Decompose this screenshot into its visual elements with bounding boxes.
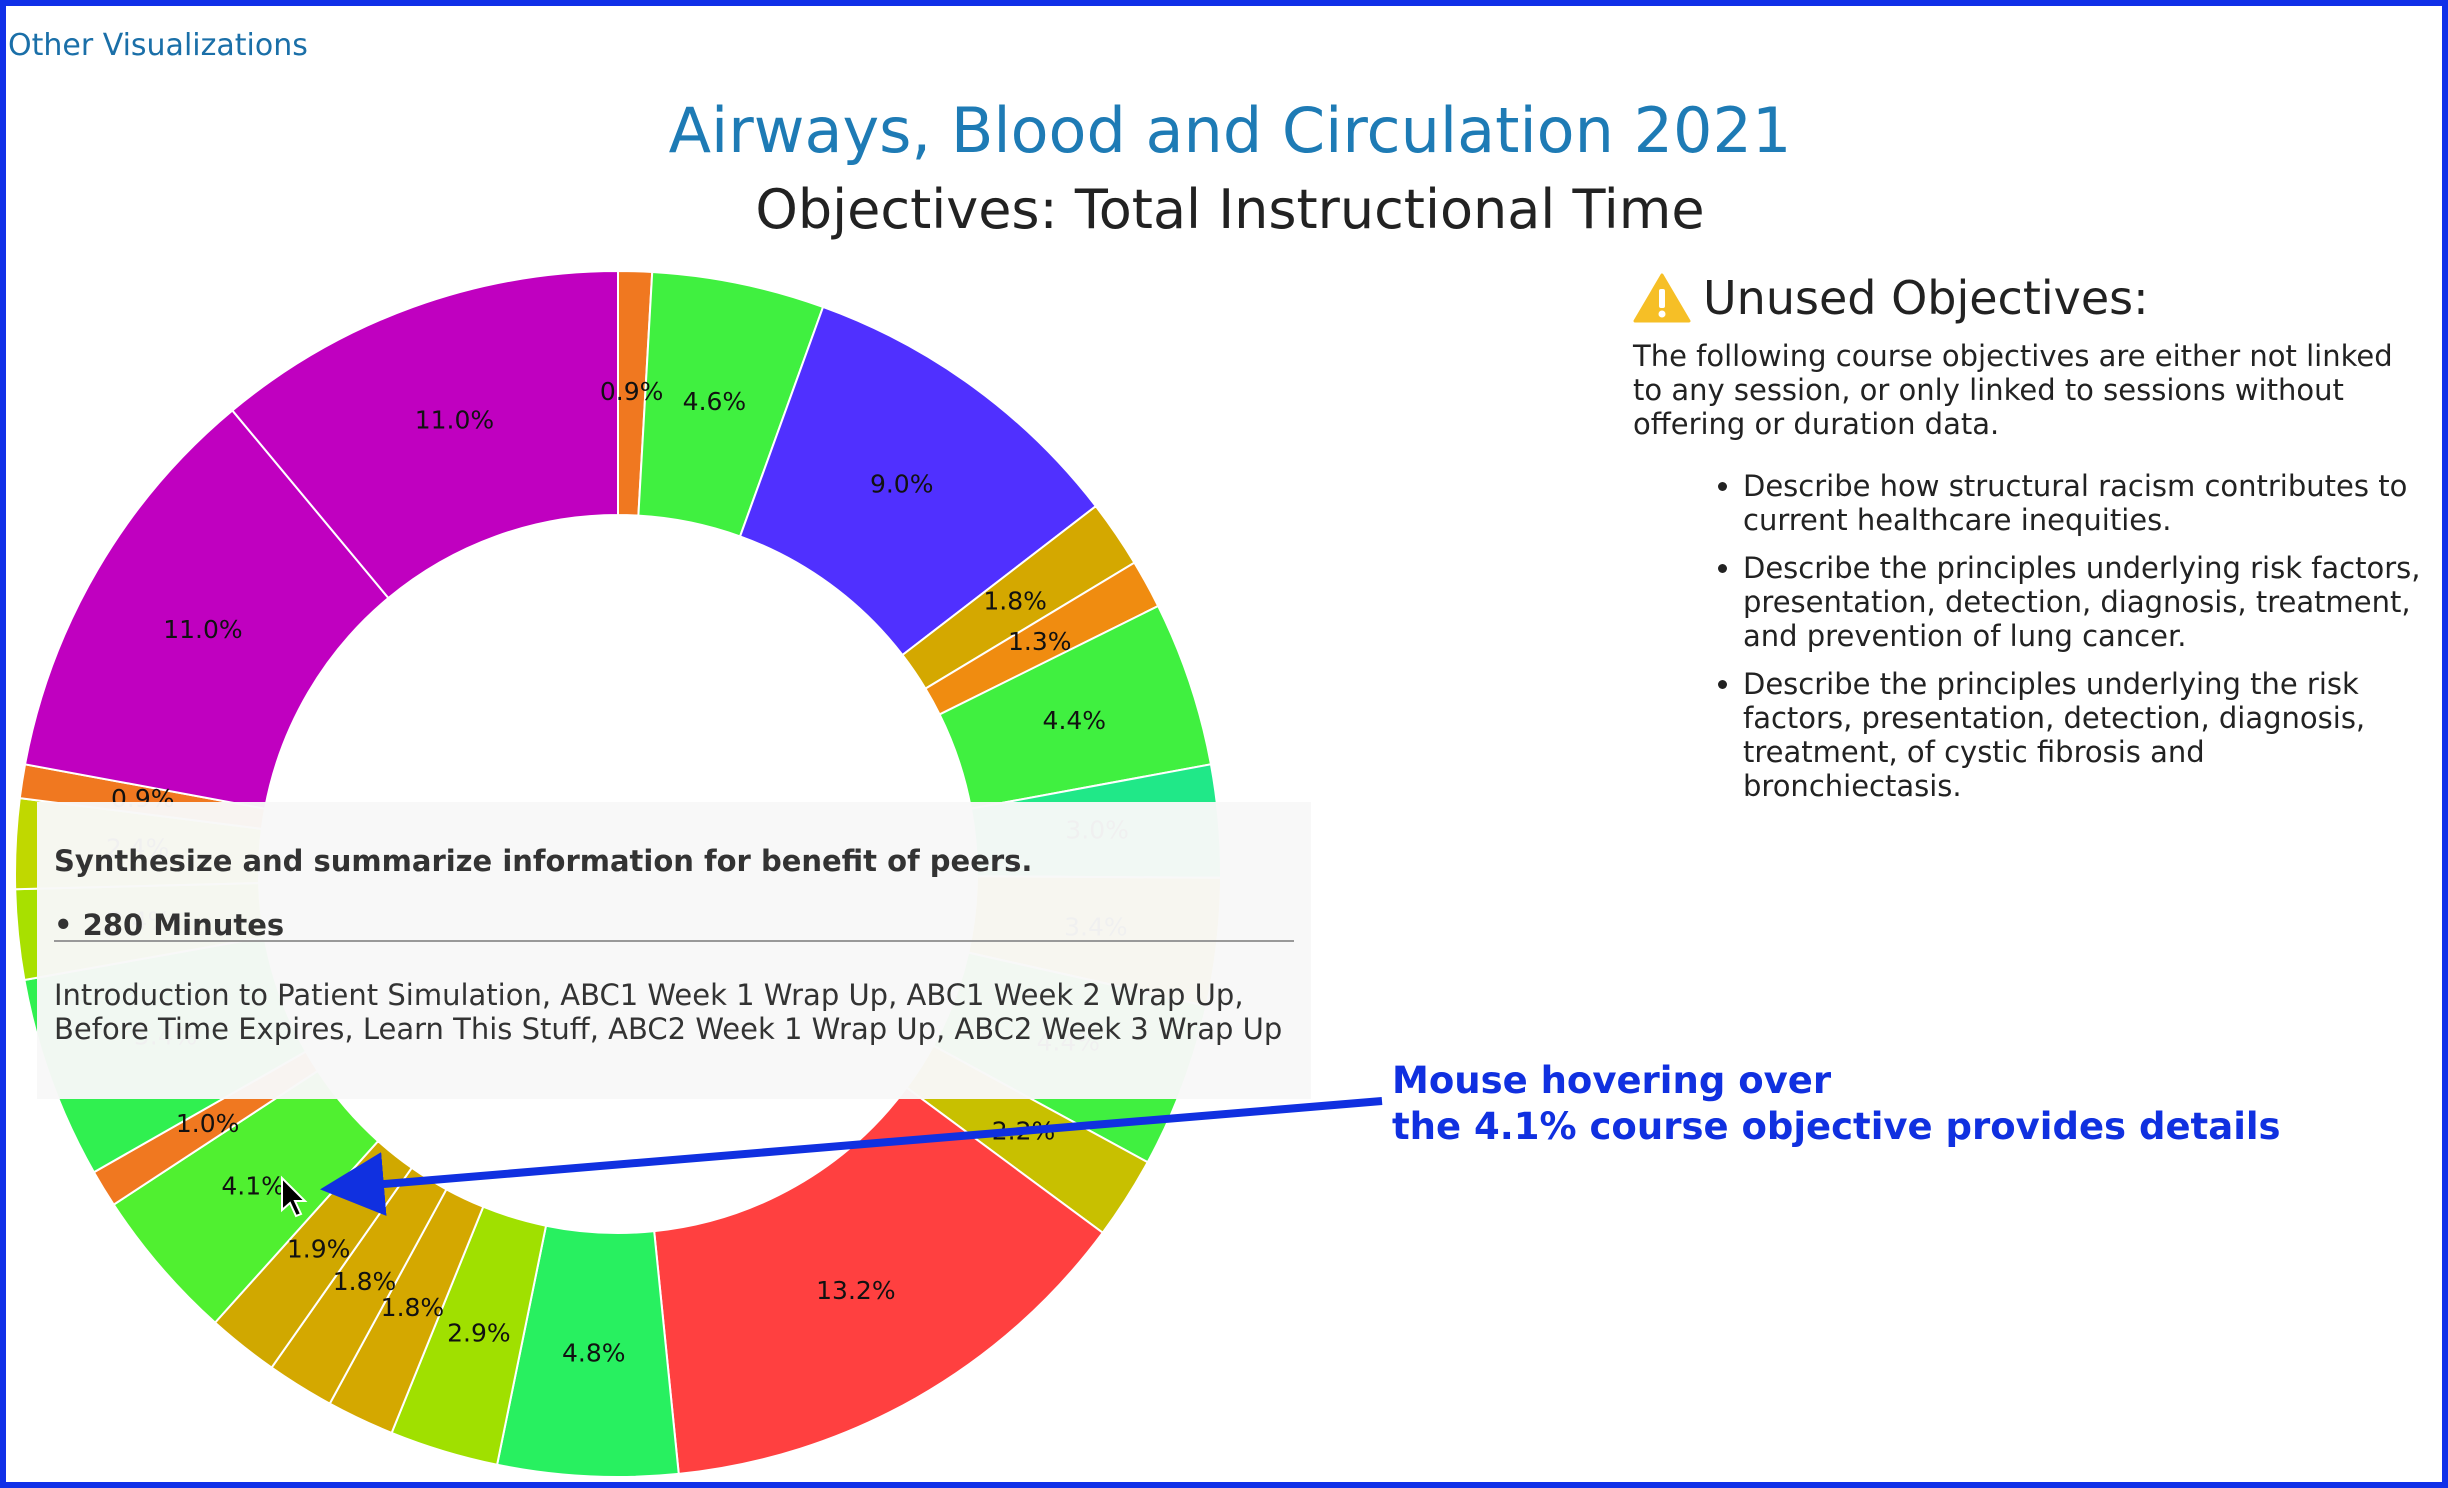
tooltip-minutes: 280 Minutes <box>82 908 285 942</box>
warning-icon <box>1633 273 1691 323</box>
slice-label: 0.9% <box>600 377 664 406</box>
slice-label: 9.0% <box>870 470 934 499</box>
tooltip: Synthesize and summarize information for… <box>37 802 1311 1099</box>
tooltip-divider <box>54 940 1294 942</box>
unused-intro: The following course objectives are eith… <box>1633 339 2393 441</box>
slice-label: 11.0% <box>415 406 494 435</box>
slice-label: 1.8% <box>983 587 1047 616</box>
unused-heading: Unused Objectives: <box>1703 271 2149 325</box>
slice <box>23 409 390 810</box>
slice-label: 1.8% <box>333 1267 397 1296</box>
tooltip-sessions: Introduction to Patient Simulation, ABC1… <box>54 978 1283 1046</box>
annotation-line: Mouse hovering over <box>1392 1059 1832 1102</box>
slice-label: 4.6% <box>683 387 747 416</box>
nav-link[interactable]: Other Visualizations <box>8 28 308 63</box>
slice-label: 1.0% <box>176 1109 240 1138</box>
slice-label: 13.2% <box>816 1276 895 1305</box>
unused-panel: Unused Objectives: The following course … <box>1633 271 2423 817</box>
slice-label: 1.3% <box>1008 627 1072 656</box>
chart-title: Airways, Blood and Circulation 2021 <box>668 94 1792 167</box>
chart-subtitle: Objectives: Total Instructional Time <box>755 178 1705 241</box>
slice-label: 4.4% <box>1043 706 1107 735</box>
annotation: Mouse hovering over the 4.1% course obje… <box>1392 1058 2281 1150</box>
slice-label: 2.2% <box>992 1117 1056 1146</box>
tooltip-title: Synthesize and summarize information for… <box>54 844 1033 878</box>
unused-item: Describe how structural racism contribut… <box>1743 469 2423 537</box>
unused-heading-row: Unused Objectives: <box>1633 271 2423 325</box>
unused-item: Describe the principles underlying the r… <box>1743 667 2423 803</box>
unused-item: Describe the principles underlying risk … <box>1743 551 2423 653</box>
annotation-line: the 4.1% course objective provides detai… <box>1392 1105 2281 1148</box>
slice-label: 4.1% <box>221 1171 285 1200</box>
slice-label: 11.0% <box>163 615 242 644</box>
slice-label: 4.8% <box>562 1338 626 1367</box>
slice-label: 1.8% <box>381 1293 445 1322</box>
unused-list: Describe how structural racism contribut… <box>1633 469 2423 803</box>
tooltip-minutes-row: • 280 Minutes <box>54 908 285 942</box>
slice-label: 2.9% <box>447 1318 511 1347</box>
slice <box>230 269 619 600</box>
slice-label: 1.9% <box>287 1234 351 1263</box>
